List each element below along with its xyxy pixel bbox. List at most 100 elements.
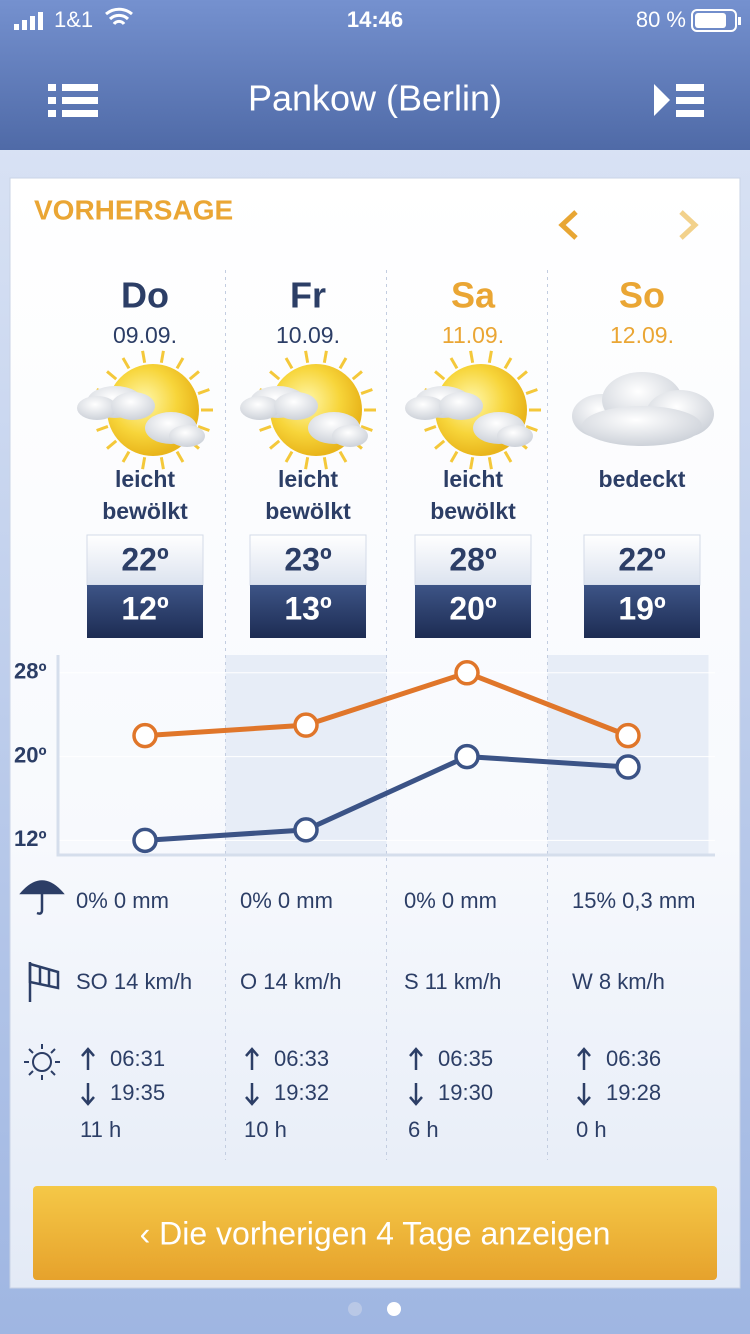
- sunrise-arrow: [245, 1047, 259, 1070]
- chart-axis: [56, 655, 715, 857]
- locations-button[interactable]: [654, 84, 704, 117]
- sun-ray: [469, 457, 475, 470]
- sun-ray: [141, 457, 147, 470]
- sun-ray: [322, 350, 328, 363]
- sun-ray: [338, 450, 348, 463]
- cloud: [169, 425, 205, 447]
- sun-ray: [322, 457, 328, 470]
- series-line: [144, 754, 629, 843]
- sun-ray: [197, 388, 210, 395]
- precipitation: 15% 0,3 mm: [572, 888, 696, 913]
- page-title: Pankow (Berlin): [248, 78, 502, 119]
- data-point: [454, 743, 480, 770]
- sunshine-hours: 0 h: [576, 1117, 607, 1142]
- day-date: 12.09.: [610, 322, 674, 348]
- sunrise: 06:33: [274, 1046, 329, 1071]
- precipitation: 0% 0 mm: [76, 888, 169, 913]
- day-name: So: [619, 275, 665, 316]
- data-point: [132, 722, 158, 749]
- sun-ray: [284, 450, 294, 463]
- sun-ray: [525, 388, 538, 395]
- sun-ray: [360, 388, 373, 395]
- precipitation: 0% 0 mm: [404, 888, 497, 913]
- sun-ray: [351, 370, 363, 381]
- sun-ray: [434, 370, 446, 381]
- low-box: [87, 585, 203, 638]
- sun-ray: [487, 350, 493, 363]
- sunrise-arrow: [409, 1047, 423, 1070]
- sun-ray: [516, 370, 528, 381]
- battery-level: 80 %: [636, 7, 686, 32]
- weather-icon: [405, 350, 541, 470]
- sun-ray: [360, 425, 373, 432]
- sun-ray: [121, 357, 131, 370]
- sun-ray: [503, 450, 513, 463]
- weather-icon: [572, 372, 714, 446]
- condition: bedeckt: [599, 466, 686, 492]
- previous-arrow[interactable]: [558, 210, 578, 240]
- next-arrow[interactable]: [679, 210, 699, 240]
- button-label[interactable]: ‹ Die vorherigen 4 Tage anzeigen: [140, 1215, 611, 1251]
- sun-ray: [159, 350, 165, 363]
- sunrise: 06:31: [110, 1046, 165, 1071]
- data-point: [615, 754, 641, 780]
- sun-ray: [338, 357, 348, 370]
- high-box: [583, 534, 701, 586]
- sun-ray: [449, 357, 459, 370]
- wind: SO 14 km/h: [76, 969, 192, 994]
- precipitation: 0% 0 mm: [240, 888, 333, 913]
- cloud: [405, 396, 445, 420]
- sun-icon: [24, 1044, 60, 1080]
- sunset: 19:32: [274, 1080, 329, 1105]
- sun-ray: [469, 350, 475, 363]
- condition: bewölkt: [102, 498, 188, 524]
- menu-button[interactable]: [48, 84, 98, 117]
- weather-icon: [77, 350, 213, 470]
- sun-ray: [304, 350, 310, 363]
- high-temp: 22º: [121, 541, 169, 577]
- sun-ray: [159, 457, 165, 470]
- low-box: [250, 585, 366, 638]
- section-title: VORHERSAGE: [34, 194, 233, 225]
- page-dot[interactable]: [348, 1302, 362, 1316]
- sun-ray: [175, 450, 185, 463]
- page-dot-active[interactable]: [387, 1302, 401, 1316]
- sunset-arrow: [81, 1083, 95, 1106]
- sun-ray: [197, 425, 210, 432]
- y-tick-label: 20º: [14, 742, 47, 767]
- sunset: 19:35: [110, 1080, 165, 1105]
- sun-ray: [487, 457, 493, 470]
- condition: bewölkt: [265, 498, 351, 524]
- sun-ray: [449, 450, 459, 463]
- previous-days-button[interactable]: [33, 1186, 717, 1280]
- wind-icon: [28, 962, 60, 1002]
- sunshine-hours: 10 h: [244, 1117, 287, 1142]
- cloud: [582, 406, 702, 446]
- sunshine-hours: 11 h: [80, 1117, 121, 1142]
- sun-ray: [525, 425, 538, 432]
- sun-ray: [141, 350, 147, 363]
- high-temp: 22º: [618, 541, 666, 577]
- sun-ray: [503, 357, 513, 370]
- wind: S 11 km/h: [404, 969, 501, 994]
- y-tick-label: 12º: [14, 826, 47, 851]
- sun-ray: [106, 370, 118, 381]
- day-name: Do: [121, 275, 169, 316]
- cloud: [439, 392, 483, 420]
- wind: O 14 km/h: [240, 969, 341, 994]
- cloud: [111, 392, 155, 420]
- sunrise-arrow: [81, 1047, 95, 1070]
- wind: W 8 km/h: [572, 969, 665, 994]
- wifi-icon: [105, 7, 133, 26]
- high-box: [414, 534, 532, 586]
- cloud: [274, 392, 318, 420]
- sunrise: 06:36: [606, 1046, 661, 1071]
- sunset: 19:28: [606, 1080, 661, 1105]
- cloud: [497, 425, 533, 447]
- day-date: 10.09.: [276, 322, 340, 348]
- forecast-layer: 12º 20º 28º Do 09.09. leicht bewölkt 22º 12º 0% 0…: [14, 270, 715, 1160]
- sunset: 19:30: [438, 1080, 493, 1105]
- high-temp: 28º: [449, 541, 497, 577]
